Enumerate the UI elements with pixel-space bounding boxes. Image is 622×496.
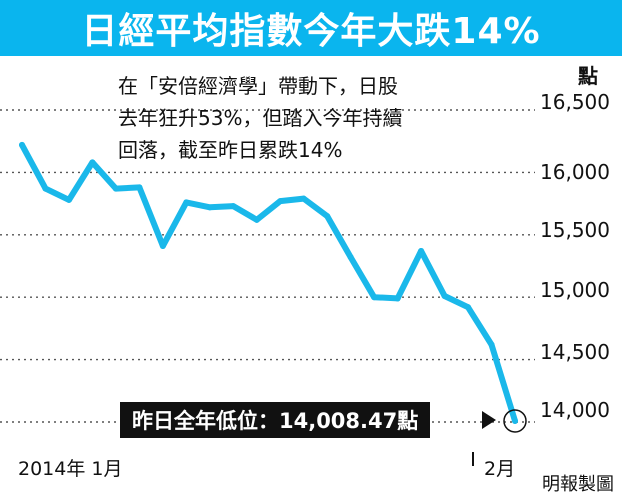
x-tick-label-jan: 2014年 1月 [18, 458, 123, 480]
data-point-9 [230, 203, 237, 210]
annotation-line-2: 去年狂升53%，但踏入今年持續 [118, 106, 403, 130]
annotation-line-1: 在「安倍經濟學」帶動下，日股 [118, 74, 398, 98]
credit-text: 明報製圖 [542, 474, 614, 495]
data-point-14 [347, 254, 354, 261]
y-tick-label-14000: 14,000 [540, 398, 610, 422]
data-point-5 [136, 184, 143, 191]
annotation-text: 在「安倍經濟學」帶動下，日股 去年狂升53%，但踏入今年持續 回落，截至昨日累跌… [118, 70, 488, 166]
data-point-12 [300, 195, 307, 202]
title-bar: 日經平均指數今年大跌14% [0, 0, 622, 56]
y-tick-label-16000: 16,000 [540, 160, 610, 184]
data-point-2 [65, 196, 72, 203]
y-tick-label-15500: 15,500 [540, 218, 610, 242]
data-point-1 [42, 185, 49, 192]
data-point-6 [159, 243, 166, 250]
series-line [19, 141, 518, 424]
chart-title: 日經平均指數今年大跌14% [81, 11, 541, 52]
data-points [19, 141, 527, 433]
data-point-20 [488, 341, 495, 348]
data-point-18 [441, 292, 448, 299]
y-tick-label-14500: 14,500 [540, 340, 610, 364]
data-point-21 [512, 417, 518, 424]
x-tick-label-feb: 2月 [484, 458, 516, 480]
data-point-19 [465, 304, 472, 311]
data-point-8 [206, 204, 213, 211]
data-point-7 [183, 199, 190, 206]
annotation-line-3: 回落，截至昨日累跌14% [118, 138, 343, 162]
data-point-3 [89, 159, 96, 166]
low-point-marker [503, 409, 527, 433]
data-point-11 [277, 198, 284, 205]
data-point-15 [371, 294, 378, 301]
low-point-pointer [482, 411, 496, 429]
data-point-4 [112, 185, 119, 192]
low-point-label: 昨日全年低位：14,008.47點 [120, 402, 431, 438]
y-tick-label-16500: 16,500 [540, 90, 610, 114]
data-point-10 [253, 216, 260, 223]
data-point-17 [418, 248, 425, 255]
y-axis-label: 點 [578, 64, 598, 88]
data-point-13 [324, 213, 331, 220]
data-point-0 [19, 141, 25, 148]
y-tick-label-15000: 15,000 [540, 278, 610, 302]
data-point-16 [394, 295, 401, 302]
